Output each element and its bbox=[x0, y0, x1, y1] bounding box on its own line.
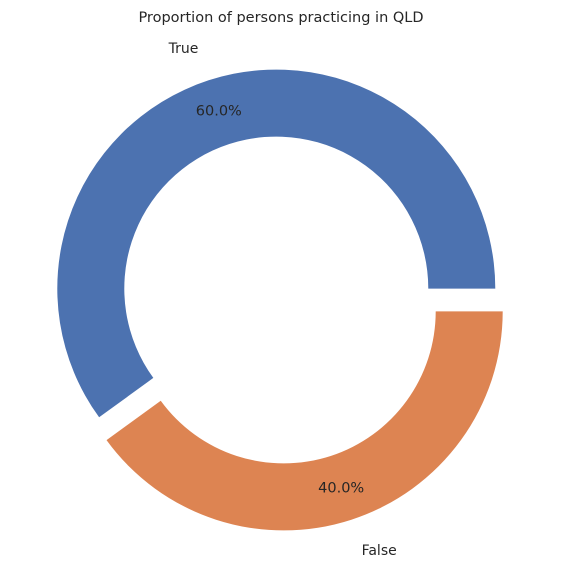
slice-label-false: False bbox=[362, 543, 397, 559]
slice-false bbox=[106, 311, 503, 531]
pct-label-false: 40.0% bbox=[318, 480, 364, 496]
labels-layer: True 60.0% False 40.0% bbox=[168, 41, 397, 559]
slices-layer bbox=[57, 69, 503, 531]
pct-label-true: 60.0% bbox=[196, 104, 242, 120]
chart-title: Proportion of persons practicing in QLD bbox=[138, 10, 423, 26]
slice-true bbox=[57, 69, 496, 418]
slice-label-true: True bbox=[168, 41, 199, 57]
